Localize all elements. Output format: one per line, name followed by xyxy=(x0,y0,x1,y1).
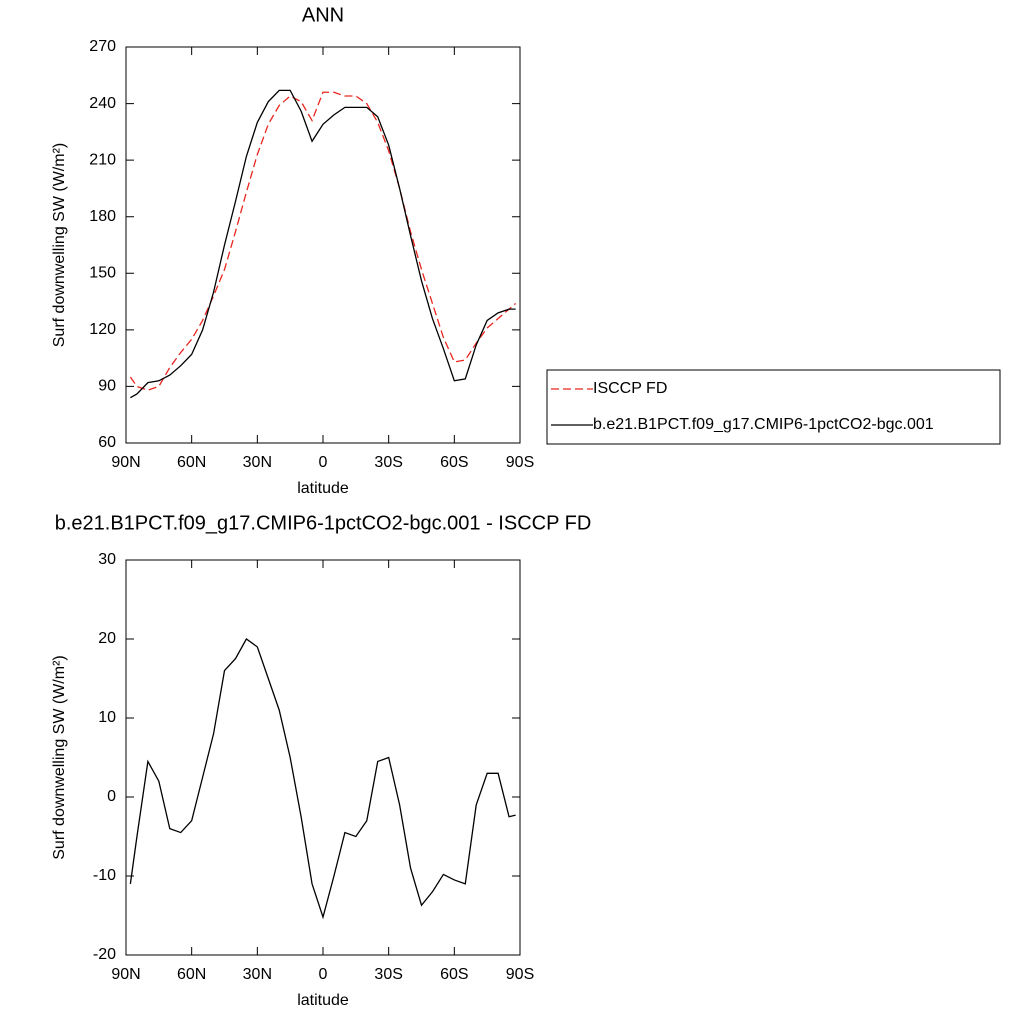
y-tick-label: 210 xyxy=(89,151,116,168)
y-tick-label: 60 xyxy=(98,434,116,451)
x-tick-label: 30S xyxy=(374,966,402,983)
x-tick-label: 60N xyxy=(177,966,206,983)
data-line xyxy=(129,638,516,920)
legend-box xyxy=(546,369,1001,445)
x-tick-label: 90N xyxy=(111,454,140,471)
x-tick-label: 90S xyxy=(506,454,534,471)
y-tick-label: -10 xyxy=(93,867,116,884)
legend-label: ISCCP FD xyxy=(593,380,667,397)
x-tick-label: 30N xyxy=(243,454,272,471)
legend-label: b.e21.B1PCT.f09_g17.CMIP6-1pctCO2-bgc.00… xyxy=(593,416,934,433)
x-tick-label: 0 xyxy=(319,966,328,983)
x-tick-label: 0 xyxy=(319,454,328,471)
plot-frame xyxy=(125,46,521,444)
chart-title: ANN xyxy=(302,4,344,26)
y-tick-label: 30 xyxy=(98,551,116,568)
y-tick-label: 240 xyxy=(89,95,116,112)
chart-title: b.e21.B1PCT.f09_g17.CMIP6-1pctCO2-bgc.00… xyxy=(55,512,592,534)
y-tick-label: -20 xyxy=(93,946,116,963)
y-tick-label: 120 xyxy=(89,321,116,338)
y-axis-label: Surf downwelling SW (W/m²) xyxy=(51,143,68,347)
data-line xyxy=(129,91,517,391)
x-tick-label: 60S xyxy=(440,454,468,471)
y-tick-label: 90 xyxy=(98,378,116,395)
y-tick-label: 270 xyxy=(89,38,116,55)
y-tick-label: 180 xyxy=(89,208,116,225)
x-tick-label: 60N xyxy=(177,454,206,471)
x-tick-label: 90S xyxy=(506,966,534,983)
x-axis-label: latitude xyxy=(297,992,349,1009)
y-tick-label: 20 xyxy=(98,630,116,647)
x-axis-label: latitude xyxy=(297,480,349,497)
x-tick-label: 60S xyxy=(440,966,468,983)
x-tick-label: 90N xyxy=(111,966,140,983)
data-line xyxy=(130,89,516,399)
x-tick-label: 30N xyxy=(243,966,272,983)
y-tick-label: 0 xyxy=(107,788,116,805)
plot-frame xyxy=(125,559,521,956)
y-tick-label: 10 xyxy=(98,709,116,726)
y-tick-label: 150 xyxy=(89,265,116,282)
y-axis-label: Surf downwelling SW (W/m²) xyxy=(51,655,68,859)
x-tick-label: 30S xyxy=(374,454,402,471)
